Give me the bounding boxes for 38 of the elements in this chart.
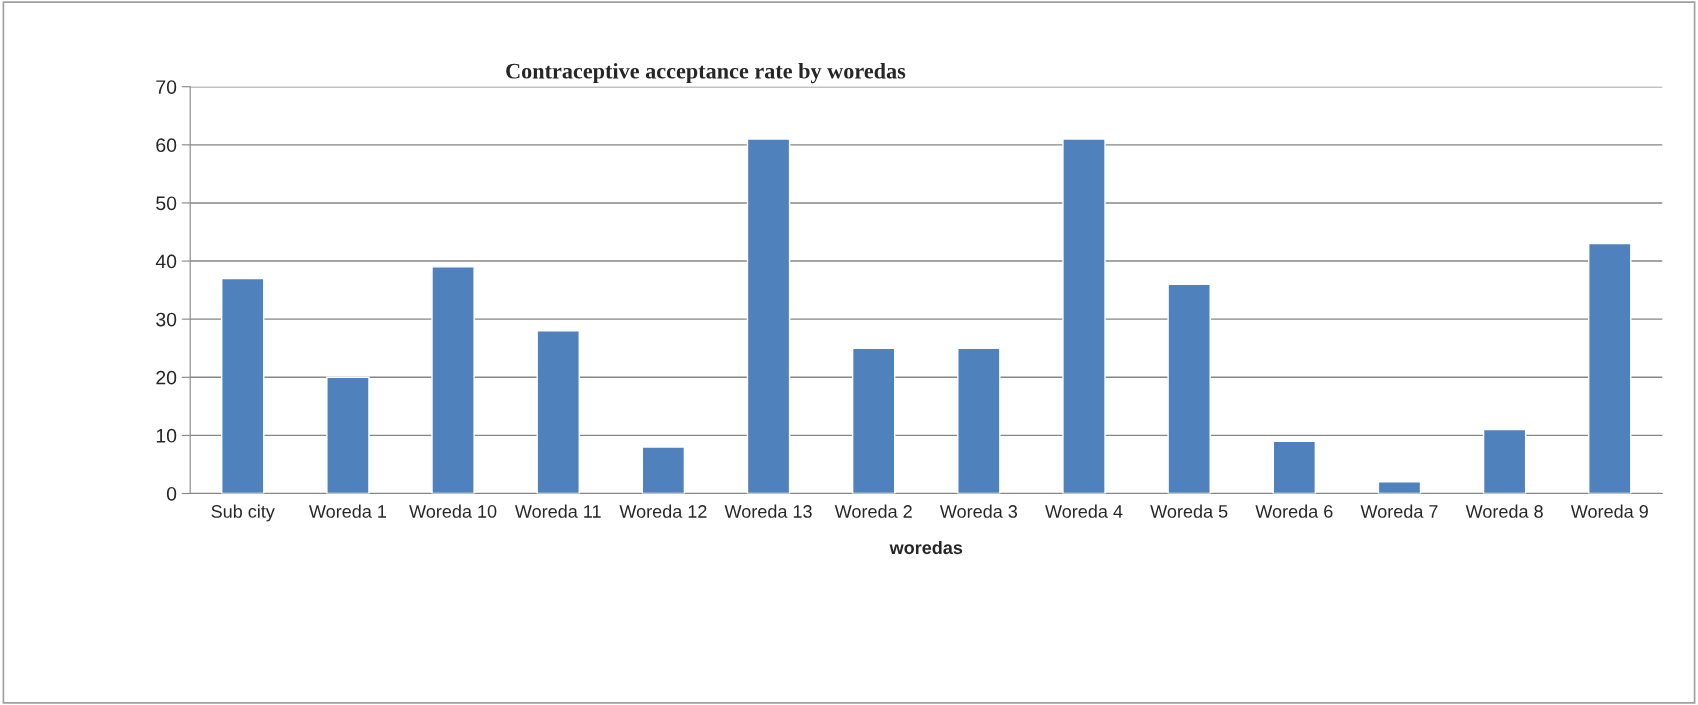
x-tick-label: Woreda 5 [1150,504,1228,518]
x-tick-label: Woreda 2 [834,504,912,518]
bar [326,376,370,494]
x-tick-label: Sub city [211,504,275,522]
bar [536,330,580,494]
bar [1167,283,1211,494]
x-tick-label: Woreda 12 [619,504,707,518]
bar [957,347,1001,494]
y-tick-label: 50 [156,196,177,211]
bar [1377,481,1422,494]
x-tick-label: Woreda 7 [1360,504,1438,518]
bar [221,277,265,494]
bar [431,266,475,494]
y-tick-label: 60 [156,138,177,153]
x-tick-label: Woreda 8 [1465,504,1543,518]
bar [1482,428,1527,494]
bar [746,138,791,494]
x-tick-label: Woreda 9 [1570,504,1648,518]
y-tick-label: 20 [156,370,177,385]
x-tick-label: Woreda 3 [939,504,1018,518]
bar [851,347,896,494]
bar [641,446,686,494]
y-tick-label: 70 [156,80,177,94]
chart-title: Contraceptive acceptance rate by woredas [506,62,906,84]
y-tick-label: 10 [156,428,177,443]
bar [1272,440,1317,494]
y-tick-label: 0 [166,486,177,501]
x-tick-label: Woreda 1 [309,504,387,518]
y-tick-label: 30 [156,312,177,327]
y-tick-label: 40 [155,254,177,269]
bar [1062,138,1106,494]
bar [1588,242,1632,494]
x-tick-label: Woreda 10 [409,504,497,518]
x-tick-label: Woreda 4 [1045,504,1123,518]
x-tick-label: Woreda 6 [1255,504,1333,518]
x-axis-title: woredas [889,540,963,555]
x-tick-label: Woreda 11 [514,504,601,518]
x-tick-label: Woreda 13 [724,504,812,518]
